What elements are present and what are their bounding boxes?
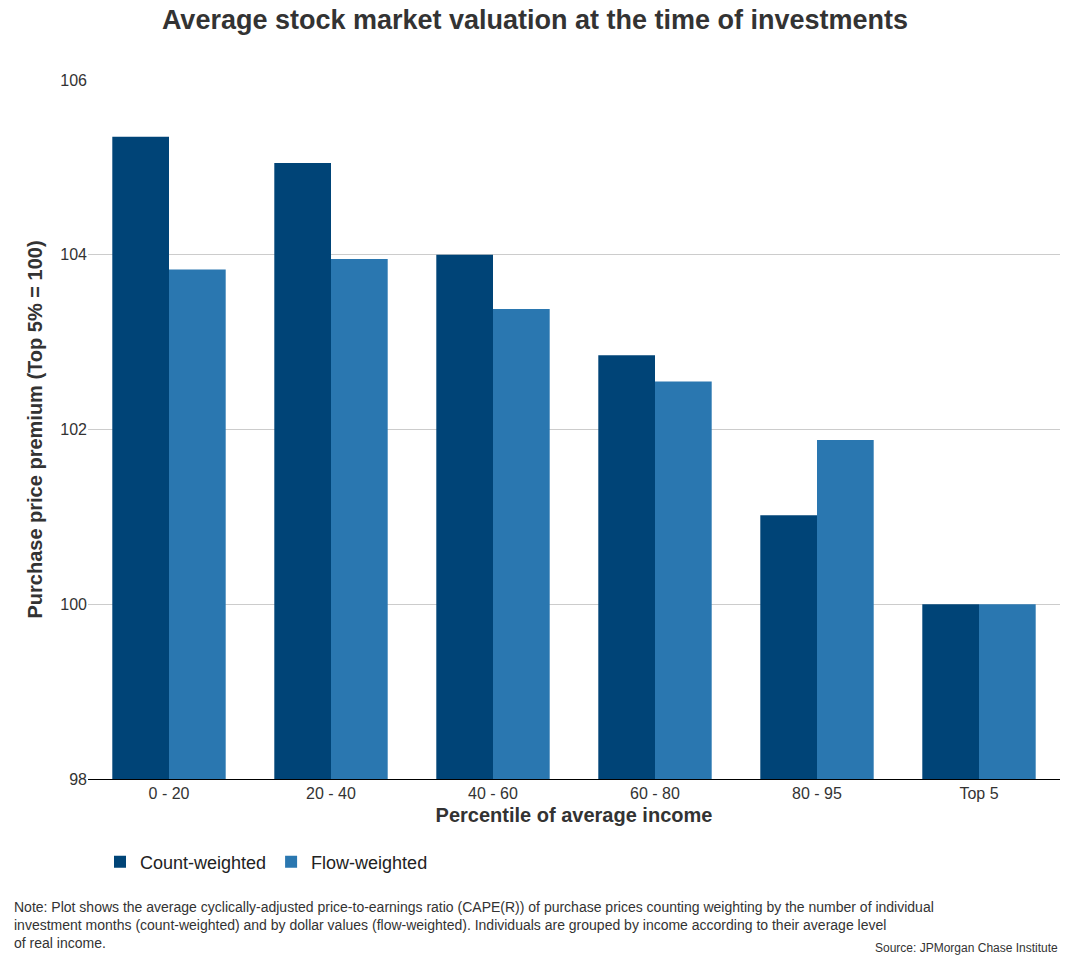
svg-text:0 - 20: 0 - 20 [149,785,190,802]
svg-text:Average stock market valuation: Average stock market valuation at the ti… [162,5,908,35]
svg-text:Percentile of average income: Percentile of average income [436,804,713,826]
svg-text:102: 102 [60,421,87,438]
svg-text:40 - 60: 40 - 60 [468,785,518,802]
svg-text:Purchase price premium (Top 5%: Purchase price premium (Top 5% = 100) [24,240,46,618]
svg-text:98: 98 [69,771,87,788]
svg-text:Note: Plot shows the average c: Note: Plot shows the average cyclically-… [14,899,934,951]
svg-text:Source: JPMorgan Chase Institu: Source: JPMorgan Chase Institute [875,941,1058,955]
svg-text:100: 100 [60,596,87,613]
svg-text:104: 104 [60,246,87,263]
svg-text:60 - 80: 60 - 80 [630,785,680,802]
svg-text:106: 106 [60,72,87,89]
svg-text:Top 5: Top 5 [959,785,998,802]
svg-text:Flow-weighted: Flow-weighted [311,853,427,873]
svg-text:80 - 95: 80 - 95 [792,785,842,802]
svg-text:20 - 40: 20 - 40 [306,785,356,802]
svg-text:Count-weighted: Count-weighted [140,853,266,873]
